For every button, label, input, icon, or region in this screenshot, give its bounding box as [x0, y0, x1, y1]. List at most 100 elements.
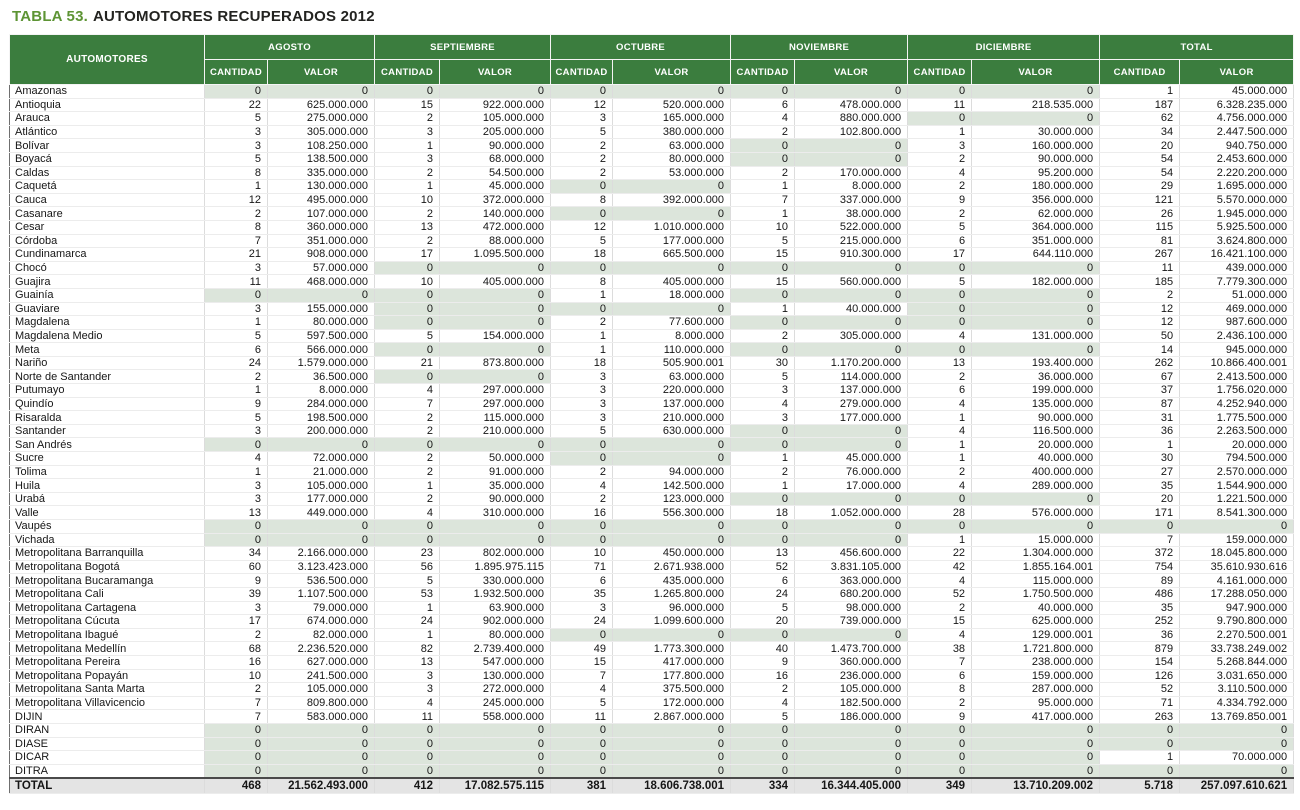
cantidad-cell: 13	[374, 655, 441, 670]
valor-cell: 10.866.400.001	[1179, 356, 1295, 371]
cantidad-cell: 4	[374, 696, 441, 711]
cantidad-cell: 2	[907, 206, 973, 221]
row-label: San Andrés	[9, 437, 205, 453]
valor-cell: 210.000.000	[612, 410, 732, 425]
valor-cell: 3.110.500.000	[1179, 682, 1295, 697]
cantidad-cell: 0	[730, 424, 796, 439]
row-label: Santander	[9, 424, 205, 439]
cantidad-cell: 35	[550, 587, 614, 602]
cantidad-cell: 3	[550, 383, 614, 398]
cantidad-cell: 67	[1099, 369, 1181, 385]
valor-cell: 1.221.500.000	[1179, 492, 1295, 507]
cantidad-cell: 1	[1099, 437, 1181, 453]
table-row: Valle 13 449.000.000 4 310.000.000 16 556.300.…	[9, 505, 1295, 520]
cantidad-cell: 50	[1099, 329, 1181, 344]
table-row: Metropolitana Cartagena 3 79.000.000 1 63.90…	[9, 601, 1295, 616]
valor-cell: 0	[267, 723, 376, 738]
valor-cell: 245.000.000	[439, 696, 552, 711]
cantidad-cell: 121	[1099, 193, 1181, 208]
valor-cell: 0	[971, 723, 1101, 738]
cantidad-header: CANTIDAD	[730, 59, 796, 85]
row-label: Caldas	[9, 166, 205, 181]
valor-cell: 4.252.940.000	[1179, 397, 1295, 412]
cantidad-cell: 10	[204, 669, 268, 684]
valor-cell: 0	[612, 723, 732, 738]
cantidad-cell: 8	[204, 166, 268, 181]
valor-cell: 0	[267, 764, 376, 779]
valor-cell: 129.000.001	[971, 628, 1101, 643]
valor-cell: 182.500.000	[794, 696, 909, 711]
cantidad-cell: 4	[550, 478, 614, 493]
cantidad-cell: 2	[730, 465, 796, 480]
cantidad-cell: 53	[374, 587, 441, 602]
valor-cell: 2.220.200.000	[1179, 166, 1295, 181]
valor-cell: 0	[1179, 737, 1295, 752]
table-row: Amazonas 0 0 0 0 0 0 0 0 0 0 1 45.000.000	[9, 84, 1295, 99]
valor-cell: 0	[794, 723, 909, 738]
row-label: DIRAN	[9, 723, 205, 738]
valor-cell: 72.000.000	[267, 451, 376, 466]
cantidad-cell: 1	[374, 179, 441, 194]
valor-cell: 0	[439, 84, 552, 99]
valor-cell: 94.000.000	[612, 465, 732, 480]
valor-cell: 0	[612, 84, 732, 99]
cantidad-cell: 1	[730, 478, 796, 493]
valor-cell: 0	[439, 737, 552, 752]
valor-cell: 0	[794, 764, 909, 779]
cantidad-cell: 6	[907, 669, 973, 684]
valor-cell: 182.000.000	[971, 274, 1101, 289]
cantidad-cell: 0	[730, 84, 796, 99]
valor-cell: 241.500.000	[267, 669, 376, 684]
cantidad-cell: 7	[204, 696, 268, 711]
valor-cell: 105.000.000	[439, 111, 552, 126]
row-label: Caquetá	[9, 179, 205, 194]
table-row: DIASE 0 0 0 0 0 0 0 0 0 0 0 0	[9, 737, 1295, 752]
cantidad-cell: 11	[374, 709, 441, 724]
cantidad-cell: 2	[907, 696, 973, 711]
cantidad-cell: 2	[1099, 288, 1181, 303]
row-label: Metropolitana Cali	[9, 587, 205, 602]
cantidad-cell: 3	[550, 111, 614, 126]
table-row: Tolima 1 21.000.000 2 91.000.000 2 94.000.000 2…	[9, 465, 1295, 480]
cantidad-cell: 2	[374, 451, 441, 466]
valor-cell: 0	[612, 179, 732, 194]
valor-cell: 0	[439, 369, 552, 385]
valor-cell: 180.000.000	[971, 179, 1101, 194]
cantidad-cell: 29	[1099, 179, 1181, 194]
valor-cell: 35.610.930.616	[1179, 560, 1295, 575]
cantidad-cell: 49	[550, 641, 614, 656]
month-header-noviembre: NOVIEMBRE	[730, 34, 909, 60]
cantidad-cell: 0	[907, 723, 973, 738]
cantidad-cell: 0	[730, 737, 796, 752]
cantidad-cell: 2	[550, 138, 614, 153]
cantidad-cell: 0	[204, 750, 268, 765]
table-row: Metropolitana Santa Marta 2 105.000.000 3 27…	[9, 682, 1295, 697]
valor-cell: 0	[794, 152, 909, 167]
valor-cell: 142.500.000	[612, 478, 732, 493]
valor-cell: 98.000.000	[794, 601, 909, 616]
cantidad-header: CANTIDAD	[204, 59, 268, 85]
cantidad-cell: 0	[550, 437, 614, 453]
cantidad-cell: 2	[907, 179, 973, 194]
valor-cell: 947.900.000	[1179, 601, 1295, 616]
valor-cell: 80.000.000	[612, 152, 732, 167]
cantidad-cell: 89	[1099, 573, 1181, 588]
cantidad-cell: 12	[550, 98, 614, 113]
valor-cell: 305.000.000	[794, 329, 909, 344]
table-row: Nariño 24 1.579.000.000 21 873.800.000 18 505.…	[9, 356, 1295, 371]
valor-cell: 0	[612, 750, 732, 765]
cantidad-cell: 8	[550, 193, 614, 208]
valor-cell: 45.000.000	[794, 451, 909, 466]
cantidad-cell: 0	[550, 519, 614, 534]
valor-cell: 330.000.000	[439, 573, 552, 588]
cantidad-cell: 1	[550, 342, 614, 357]
month-header-diciembre: DICIEMBRE	[907, 34, 1101, 60]
cantidad-cell: 2	[374, 206, 441, 221]
row-label: Urabá	[9, 492, 205, 507]
valor-cell: 520.000.000	[612, 98, 732, 113]
cantidad-cell: 0	[374, 302, 441, 317]
valor-cell: 218.535.000	[971, 98, 1101, 113]
cantidad-cell: 267	[1099, 247, 1181, 262]
valor-cell: 1.721.800.000	[971, 641, 1101, 656]
cantidad-cell: 1	[730, 179, 796, 194]
